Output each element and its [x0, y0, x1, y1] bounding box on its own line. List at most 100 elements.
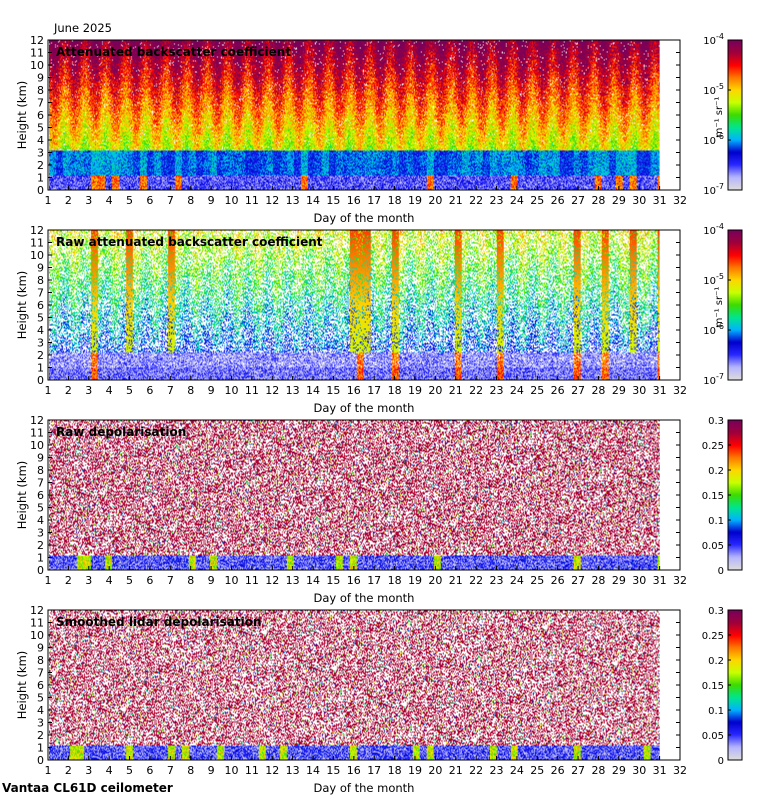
x-tick-label: 22	[469, 574, 483, 587]
x-tick-label: 28	[591, 194, 605, 207]
x-tick-label: 15	[326, 194, 340, 207]
y-tick-label: 12	[30, 34, 44, 47]
panel-title: Attenuated backscatter coefficient	[56, 45, 291, 59]
month-label: June 2025	[53, 21, 112, 35]
colorbar-tick-label: 10-4	[703, 32, 724, 47]
x-tick-label: 4	[106, 574, 113, 587]
x-tick-label: 7	[167, 194, 174, 207]
x-tick-label: 1	[45, 764, 52, 777]
x-tick-label: 30	[632, 384, 646, 397]
colorbar-gradient	[728, 40, 742, 190]
x-tick-label: 17	[367, 384, 381, 397]
y-tick-label: 0	[37, 184, 44, 197]
instrument-label: Vantaa CL61D ceilometer	[2, 781, 173, 795]
colorbar: 10-710-610-510-4m⁻¹ sr⁻¹	[703, 222, 743, 387]
colorbar-tick-label: 10-5	[703, 272, 724, 287]
x-tick-label: 22	[469, 384, 483, 397]
x-tick-label: 13	[286, 764, 300, 777]
colorbar-gradient	[728, 420, 742, 570]
y-axis-label: Height (km)	[15, 651, 29, 720]
y-tick-label: 7	[37, 477, 44, 490]
colorbar-tick-label: 0.2	[708, 466, 724, 477]
x-tick-label: 32	[673, 764, 687, 777]
y-tick-label: 6	[37, 299, 44, 312]
colorbar-tick-label: 0.05	[702, 731, 724, 742]
heatmap-image	[49, 610, 660, 760]
x-axis-label: Day of the month	[314, 401, 415, 415]
x-tick-label: 2	[65, 764, 72, 777]
x-tick-label: 21	[449, 574, 463, 587]
y-tick-label: 10	[30, 59, 44, 72]
x-tick-label: 31	[653, 194, 667, 207]
colorbar: 10-710-610-510-4m⁻¹ sr⁻¹	[703, 32, 743, 197]
y-tick-label: 3	[37, 337, 44, 350]
y-tick-label: 0	[37, 754, 44, 767]
y-tick-label: 2	[37, 539, 44, 552]
x-tick-label: 11	[245, 384, 259, 397]
colorbar-tick-label: 10-5	[703, 82, 724, 97]
x-tick-label: 28	[591, 384, 605, 397]
x-tick-label: 12	[265, 764, 279, 777]
x-tick-label: 17	[367, 764, 381, 777]
x-tick-label: 7	[167, 384, 174, 397]
colorbar-tick-label: 0.15	[702, 491, 724, 502]
y-tick-label: 9	[37, 452, 44, 465]
x-tick-label: 18	[388, 764, 402, 777]
x-tick-label: 14	[306, 384, 320, 397]
x-tick-label: 5	[126, 194, 133, 207]
x-tick-label: 12	[265, 194, 279, 207]
y-tick-label: 1	[37, 172, 44, 185]
y-tick-label: 2	[37, 349, 44, 362]
x-tick-label: 10	[224, 384, 238, 397]
x-tick-label: 29	[612, 384, 626, 397]
colorbar-tick-label: 0.25	[702, 441, 724, 452]
x-tick-label: 8	[187, 574, 194, 587]
x-tick-label: 6	[146, 574, 153, 587]
x-tick-label: 11	[245, 194, 259, 207]
y-tick-label: 7	[37, 667, 44, 680]
x-tick-label: 32	[673, 574, 687, 587]
x-tick-label: 27	[571, 574, 585, 587]
y-tick-label: 2	[37, 159, 44, 172]
x-tick-label: 15	[326, 574, 340, 587]
x-tick-label: 16	[347, 194, 361, 207]
x-tick-label: 31	[653, 764, 667, 777]
y-tick-label: 4	[37, 324, 44, 337]
x-tick-label: 25	[530, 764, 544, 777]
colorbar-gradient	[728, 230, 742, 380]
x-tick-label: 26	[551, 764, 565, 777]
panel-1: 1 2 3 4 5 6 7 8 9 10 11 12 13 14 15 16 17 18 19 20 21 22 23 24 2…	[15, 32, 743, 225]
x-tick-label: 6	[146, 194, 153, 207]
y-tick-label: 9	[37, 72, 44, 85]
x-tick-label: 2	[65, 384, 72, 397]
x-tick-label: 10	[224, 574, 238, 587]
x-tick-label: 32	[673, 194, 687, 207]
y-tick-label: 5	[37, 502, 44, 515]
colorbar-tick-label: 0.05	[702, 541, 724, 552]
y-tick-label: 8	[37, 274, 44, 287]
x-tick-label: 25	[530, 194, 544, 207]
y-tick-label: 5	[37, 692, 44, 705]
colorbar: 0 0.05 0.1 0.15 0.2 0.25 0.3	[702, 606, 743, 767]
y-tick-label: 11	[30, 47, 44, 60]
colorbar-tick-label: 0	[718, 566, 724, 577]
y-tick-label: 3	[37, 147, 44, 160]
x-axis-label: Day of the month	[314, 591, 415, 605]
panel-3: 1 2 3 4 5 6 7 8 9 10 11 12 13 14 15 16 17 18 19 20 21 22 23 24 2…	[15, 414, 743, 605]
x-tick-label: 32	[673, 384, 687, 397]
y-tick-label: 6	[37, 489, 44, 502]
x-tick-label: 18	[388, 194, 402, 207]
colorbar-tick-label: 0.3	[708, 416, 724, 427]
x-tick-label: 2	[65, 574, 72, 587]
panel-2: 1 2 3 4 5 6 7 8 9 10 11 12 13 14 15 16 17 18 19 20 21 22 23 24 2…	[15, 222, 743, 415]
colorbar-gradient	[728, 610, 742, 760]
x-tick-label: 24	[510, 574, 524, 587]
x-tick-label: 21	[449, 194, 463, 207]
y-tick-label: 5	[37, 312, 44, 325]
y-tick-label: 0	[37, 564, 44, 577]
x-tick-label: 23	[490, 764, 504, 777]
y-tick-label: 2	[37, 729, 44, 742]
x-tick-label: 31	[653, 384, 667, 397]
y-axis-label: Height (km)	[15, 271, 29, 340]
